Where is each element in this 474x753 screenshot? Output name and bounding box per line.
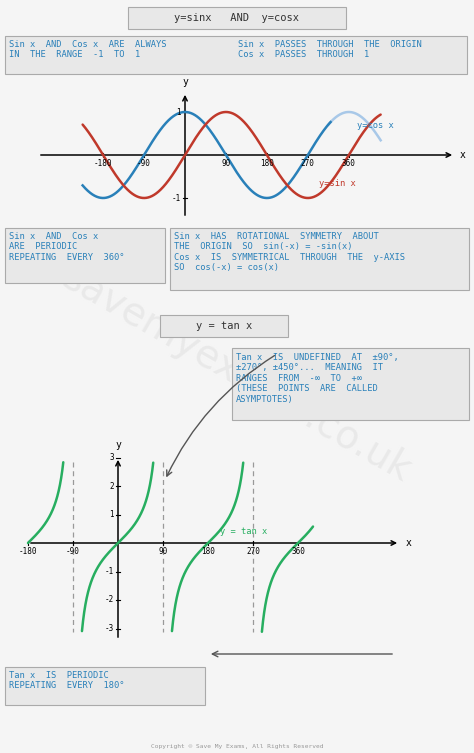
Text: -180: -180 [19, 547, 37, 556]
Text: Sin x  AND  Cos x  ARE  ALWAYS
IN  THE  RANGE  -1  TO  1: Sin x AND Cos x ARE ALWAYS IN THE RANGE … [9, 40, 166, 59]
FancyBboxPatch shape [5, 36, 467, 74]
FancyBboxPatch shape [232, 348, 469, 420]
Text: 90: 90 [221, 159, 230, 168]
Text: y=sin x: y=sin x [319, 178, 356, 187]
Text: y=sinx   AND  y=cosx: y=sinx AND y=cosx [174, 13, 300, 23]
Text: 180: 180 [201, 547, 215, 556]
Text: -90: -90 [66, 547, 80, 556]
Text: -180: -180 [94, 159, 112, 168]
Text: -1: -1 [105, 567, 114, 576]
Text: -2: -2 [105, 596, 114, 605]
Text: 270: 270 [301, 159, 315, 168]
Text: -1: -1 [172, 194, 181, 203]
Text: 90: 90 [158, 547, 168, 556]
Text: y: y [115, 440, 121, 450]
Text: 1: 1 [176, 108, 181, 117]
Text: Copyright © Save My Exams, All Rights Reserved: Copyright © Save My Exams, All Rights Re… [151, 744, 323, 749]
Text: Sin x  AND  Cos x
ARE  PERIODIC
REPEATING  EVERY  360°: Sin x AND Cos x ARE PERIODIC REPEATING E… [9, 232, 125, 262]
Text: Sin x  HAS  ROTATIONAL  SYMMETRY  ABOUT
THE  ORIGIN  SO  sin(-x) = -sin(x)
Cos x: Sin x HAS ROTATIONAL SYMMETRY ABOUT THE … [174, 232, 405, 272]
Text: Tan x  IS  PERIODIC
REPEATING  EVERY  180°: Tan x IS PERIODIC REPEATING EVERY 180° [9, 671, 125, 691]
Text: 360: 360 [291, 547, 305, 556]
Text: 2: 2 [109, 481, 114, 490]
Text: y=cos x: y=cos x [357, 120, 393, 130]
Text: 3: 3 [109, 453, 114, 462]
Text: 1: 1 [109, 510, 114, 519]
Text: y = tan x: y = tan x [196, 321, 252, 331]
FancyBboxPatch shape [160, 315, 288, 337]
Text: 270: 270 [246, 547, 260, 556]
Text: Tan x  IS  UNDEFINED  AT  ±90°,
±270°, ±450°...  MEANING  IT
RANGES  FROM  -∞  T: Tan x IS UNDEFINED AT ±90°, ±270°, ±450°… [236, 353, 399, 404]
Text: y: y [182, 77, 188, 87]
Text: x: x [460, 150, 466, 160]
Text: -90: -90 [137, 159, 151, 168]
Text: -3: -3 [105, 624, 114, 633]
Text: 360: 360 [342, 159, 356, 168]
Text: savemyexams.co.uk: savemyexams.co.uk [56, 260, 418, 490]
FancyBboxPatch shape [5, 228, 165, 283]
Text: Sin x  PASSES  THROUGH  THE  ORIGIN
Cos x  PASSES  THROUGH  1: Sin x PASSES THROUGH THE ORIGIN Cos x PA… [238, 40, 422, 59]
Text: 180: 180 [260, 159, 274, 168]
FancyBboxPatch shape [170, 228, 469, 290]
FancyBboxPatch shape [128, 7, 346, 29]
Text: x: x [406, 538, 412, 548]
Text: y = tan x: y = tan x [220, 527, 268, 536]
FancyBboxPatch shape [5, 667, 205, 705]
